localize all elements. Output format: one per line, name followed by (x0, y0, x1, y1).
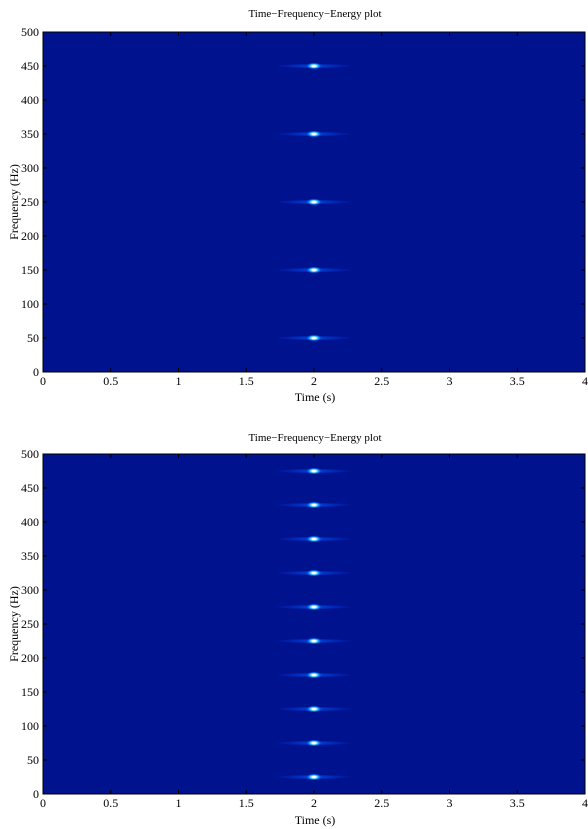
y-tick-label: 200 (21, 229, 39, 243)
x-tick-label: 0 (40, 374, 46, 388)
energy-peak (274, 603, 354, 611)
x-tick-label: 4 (582, 796, 588, 810)
x-tick-label: 3 (447, 796, 453, 810)
y-tick-label: 100 (21, 719, 39, 733)
energy-peak (274, 671, 354, 679)
energy-peak (274, 739, 354, 747)
energy-peak (274, 501, 354, 509)
y-tick-label: 450 (21, 59, 39, 73)
y-ticks: 0 50 100 150 200 250 300 350 400 450 500 (21, 25, 585, 379)
chart-title: Time−Frequency−Energy plot (248, 8, 381, 20)
y-axis-label: Frequency (Hz) (7, 164, 21, 240)
y-tick-label: 0 (33, 365, 39, 379)
energy-peak-core (311, 268, 317, 272)
x-tick-label: 1.5 (239, 796, 254, 810)
energy-peak (274, 198, 354, 206)
y-axis-label: Frequency (Hz) (7, 586, 21, 662)
y-tick-label: 150 (21, 685, 39, 699)
y-tick-label: 500 (21, 447, 39, 461)
y-tick-label: 50 (27, 331, 39, 345)
chart-panel-1: Time−Frequency−Energy plot 0 0.5 1 1.5 2 2.5 3… (7, 8, 588, 404)
data-marks (274, 62, 354, 342)
data-marks (274, 467, 354, 781)
energy-peak-core (311, 673, 317, 677)
x-tick-label: 3 (447, 374, 453, 388)
y-tick-label: 100 (21, 297, 39, 311)
y-tick-label: 300 (21, 583, 39, 597)
energy-peak (274, 773, 354, 781)
energy-peak (274, 334, 354, 342)
y-tick-label: 350 (21, 549, 39, 563)
energy-peak-core (311, 741, 317, 745)
energy-peak-core (311, 537, 317, 541)
x-tick-label: 3.5 (510, 796, 525, 810)
y-tick-label: 250 (21, 195, 39, 209)
x-tick-label: 0.5 (103, 796, 118, 810)
x-tick-label: 2.5 (374, 374, 389, 388)
plot-frame (42, 31, 586, 373)
y-tick-label: 200 (21, 651, 39, 665)
chart-panel-2: Time−Frequency−Energy plot 0 0.5 1 1.5 2 2.5 3… (7, 432, 588, 827)
plot-frame (42, 453, 586, 795)
x-tick-label: 2.5 (374, 796, 389, 810)
x-axis-label: Time (s) (295, 813, 336, 827)
x-tick-label: 1.5 (239, 374, 254, 388)
y-tick-label: 350 (21, 127, 39, 141)
energy-peak-core (311, 605, 317, 609)
y-ticks: 0 50 100 150 200 250 300 350 400 450 500 (21, 447, 585, 801)
y-tick-label: 300 (21, 161, 39, 175)
energy-peak (274, 705, 354, 713)
energy-peak-core (311, 64, 317, 68)
energy-peak (274, 569, 354, 577)
energy-peak-core (311, 707, 317, 711)
y-tick-label: 250 (21, 617, 39, 631)
energy-peak-core (311, 571, 317, 575)
energy-peak-core (311, 336, 317, 340)
energy-peak-core (311, 200, 317, 204)
energy-peak-core (311, 639, 317, 643)
energy-peak (274, 637, 354, 645)
x-tick-label: 0 (40, 796, 46, 810)
y-tick-label: 400 (21, 515, 39, 529)
y-tick-label: 50 (27, 753, 39, 767)
chart-title: Time−Frequency−Energy plot (248, 432, 381, 444)
energy-peak (274, 62, 354, 70)
y-tick-label: 150 (21, 263, 39, 277)
y-tick-label: 450 (21, 481, 39, 495)
x-tick-label: 1 (176, 374, 182, 388)
x-tick-label: 2 (311, 796, 317, 810)
energy-peak (274, 467, 354, 475)
x-tick-label: 3.5 (510, 374, 525, 388)
energy-peak-core (311, 503, 317, 507)
x-tick-label: 1 (176, 796, 182, 810)
y-tick-label: 0 (33, 787, 39, 801)
x-tick-label: 2 (311, 374, 317, 388)
energy-peak (274, 266, 354, 274)
x-axis-label: Time (s) (295, 390, 336, 404)
y-tick-label: 400 (21, 93, 39, 107)
energy-peak-core (311, 469, 317, 473)
x-ticks: 0 0.5 1 1.5 2 2.5 3 3.5 4 (40, 32, 588, 388)
x-tick-label: 0.5 (103, 374, 118, 388)
energy-peak (274, 130, 354, 138)
energy-peak-core (311, 132, 317, 136)
energy-peak (274, 535, 354, 543)
x-tick-label: 4 (582, 374, 588, 388)
plot-area (43, 454, 585, 794)
y-tick-label: 500 (21, 25, 39, 39)
energy-peak-core (311, 775, 317, 779)
